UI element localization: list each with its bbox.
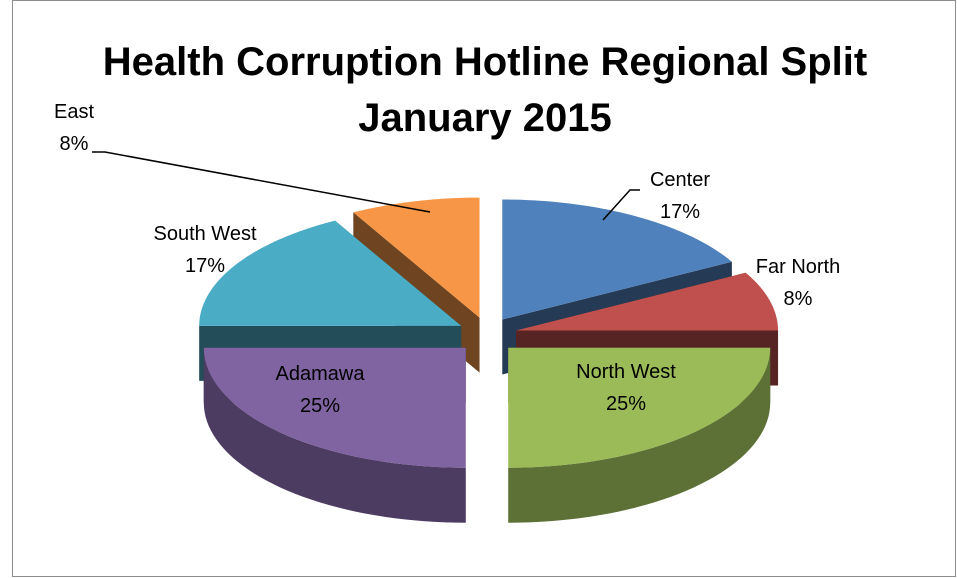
chart-border xyxy=(12,0,956,577)
pie-slice xyxy=(502,199,732,320)
data-label-value: 17% xyxy=(185,255,225,277)
data-label-name: East xyxy=(54,101,94,123)
pie-slice xyxy=(516,272,779,331)
leader-line xyxy=(602,189,640,221)
slice-group xyxy=(508,347,771,523)
data-label-value: 25% xyxy=(300,395,340,417)
pie-slice xyxy=(353,197,480,318)
chart-title: Health Corruption Hotline Regional Split… xyxy=(102,40,868,140)
slice-group xyxy=(203,347,466,523)
data-label-value: 25% xyxy=(606,393,646,415)
leader-line xyxy=(92,151,431,213)
data-label-name: Adamawa xyxy=(276,363,366,385)
data-label-value: 8% xyxy=(60,133,89,155)
data-label-value: 17% xyxy=(660,201,700,223)
pie-slice xyxy=(203,347,466,468)
data-label-name: South West xyxy=(153,223,256,245)
data-label-value: 8% xyxy=(784,288,813,310)
pie-slice xyxy=(508,347,771,468)
slice-rim xyxy=(508,347,771,523)
data-label-name: North West xyxy=(576,361,676,383)
slice-rim xyxy=(203,347,466,523)
pie-slice xyxy=(199,220,462,326)
data-label-name: Center xyxy=(650,169,710,191)
data-label-name: Far North xyxy=(756,256,840,278)
